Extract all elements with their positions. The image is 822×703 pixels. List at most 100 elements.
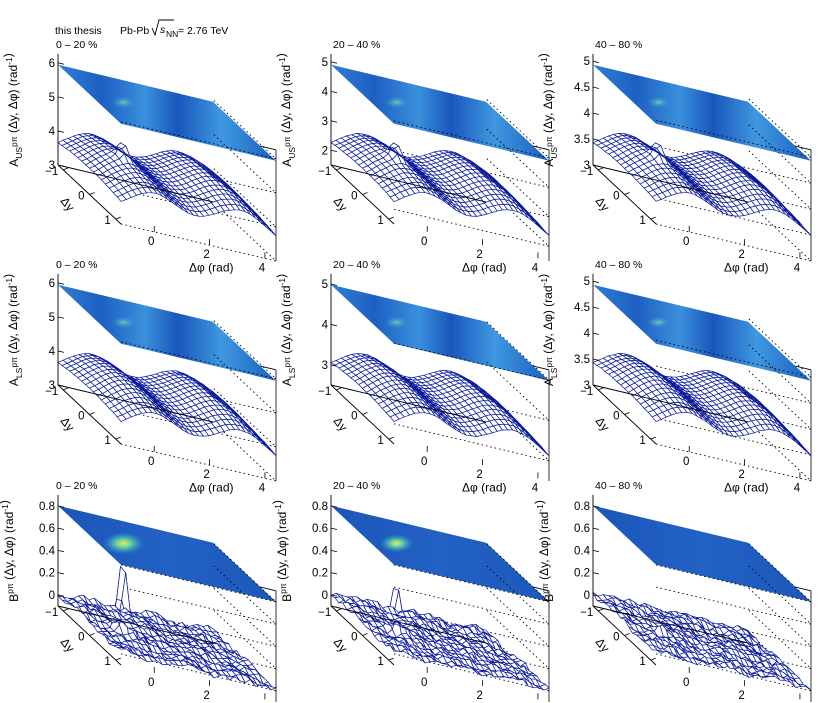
header-energy-value: = 2.76 TeV — [178, 25, 228, 37]
z-tick-mark-4 — [592, 280, 600, 283]
surface-mesh — [592, 353, 812, 457]
z-axis-title: Bpπ (Δy, Δφ) (rad-1) — [532, 500, 556, 602]
x-tick-label-0: 0 — [148, 236, 154, 248]
panel-title: 20 – 40 % — [333, 259, 380, 271]
z-tick-label-0: 3 — [584, 160, 590, 172]
x-tick-label-1: 2 — [203, 469, 209, 481]
y-tick-label-0: −1 — [45, 166, 58, 178]
z-tick-mark-0 — [57, 164, 65, 167]
x-tick-label-1: 2 — [476, 249, 482, 261]
zgrid-2 — [393, 320, 551, 381]
y-axis-title: Δy — [593, 194, 613, 214]
y-tick-label-2: 1 — [377, 215, 383, 227]
z-tick-mark-1 — [57, 130, 65, 133]
zgrid-2 — [393, 128, 551, 189]
y-tick-label-0: −1 — [45, 386, 58, 398]
mesh-cell — [801, 686, 812, 691]
z-tick-label-0: 0 — [49, 590, 55, 602]
y-tick-mark-2 — [650, 436, 656, 440]
z-tick-mark-2 — [592, 112, 600, 115]
y-tick-label-0: −1 — [318, 166, 331, 178]
zgrid-4 — [655, 97, 813, 159]
x-tick-label-1: 2 — [203, 249, 209, 261]
projection-map — [58, 505, 276, 602]
z-tick-label-0: 3 — [49, 380, 55, 392]
z-tick-mark-1 — [330, 324, 338, 327]
zgrid-1 — [120, 167, 278, 228]
z-tick-mark-4 — [592, 60, 600, 63]
z-tick-label-3: 4.5 — [574, 82, 590, 94]
z-axis-title-part: ) — [274, 274, 288, 278]
x-axis-title: Δφ (rad) — [462, 480, 506, 494]
y-axis-title: Δy — [331, 414, 351, 434]
panel-title: 0 – 20 % — [56, 259, 97, 271]
z-tick-label-2: 0.4 — [39, 545, 56, 557]
z-tick-mark-0 — [330, 364, 338, 367]
y-tick-label-2: 1 — [377, 656, 383, 668]
y-tick-mark-0 — [598, 387, 604, 391]
mesh-cell — [480, 171, 491, 180]
x-axis — [57, 164, 214, 203]
z-tick-label-3: 0.6 — [39, 523, 55, 535]
y-tick-label-0: −1 — [580, 166, 593, 178]
z-axis-title-part: pπ — [282, 136, 292, 147]
projection-peak — [646, 96, 671, 109]
y-axis-title: Δy — [58, 194, 78, 214]
y-tick-mark-0 — [63, 167, 69, 171]
z-axis-title-part: ) — [536, 274, 550, 278]
y-tick-label-1: 0 — [613, 632, 619, 644]
z-tick-label-0: 3 — [49, 160, 55, 172]
x-tick-label-2: 4 — [532, 262, 539, 274]
y-tick-label-1: 0 — [351, 411, 357, 423]
z-tick-label-1: 0.2 — [574, 568, 590, 580]
x-tick-label-0: 0 — [421, 677, 427, 689]
z-axis-title-part: pπ — [278, 583, 288, 594]
y-axis-title: Δy — [58, 635, 78, 655]
y-tick-label-1: 0 — [78, 411, 84, 423]
z-axis-title-part: (Δy, Δφ) (rad — [2, 512, 16, 584]
projection-map — [58, 64, 276, 161]
y-axis-title: Δy — [58, 414, 78, 434]
y-axis-title: Δy — [331, 194, 351, 214]
y-tick-mark-0 — [336, 167, 342, 171]
y-tick-label-0: −1 — [45, 607, 58, 619]
zgrid-0 — [655, 201, 813, 262]
y-tick-mark-1 — [624, 633, 630, 636]
z-tick-label-4: 0.8 — [39, 501, 55, 513]
z-axis-title-part: (Δy, Δφ) (rad — [537, 512, 551, 584]
x-tick-label-0: 0 — [148, 456, 154, 468]
z-axis-title-part: (Δy, Δφ) (rad — [275, 512, 289, 584]
z-axis-title-part: pπ — [9, 136, 19, 147]
projection-peak — [111, 96, 136, 109]
panel-title: 40 – 80 % — [595, 39, 642, 51]
surface-mesh — [330, 132, 550, 236]
z-tick-label-1: 0.2 — [39, 568, 55, 580]
zgrid-1 — [120, 387, 278, 448]
z-axis-title-part: -1 — [277, 278, 287, 286]
z-tick-label-0: 0 — [322, 590, 328, 602]
x-axis — [592, 164, 749, 203]
y-tick-mark-2 — [388, 216, 394, 220]
x-tick-label-2: 4 — [259, 262, 266, 274]
y-tick-label-0: −1 — [318, 607, 331, 619]
z-axis-title-part: ) — [536, 53, 550, 57]
zgrid-3 — [120, 99, 278, 160]
z-axis-title-part: pπ — [282, 357, 292, 368]
x-tick-label-0: 0 — [148, 677, 154, 689]
y-tick-label-2: 1 — [104, 435, 110, 447]
zgrid-1 — [393, 361, 551, 422]
z-tick-label-3: 4.5 — [574, 302, 590, 314]
y-tick-mark-1 — [624, 412, 630, 415]
y-tick-mark-0 — [598, 167, 604, 171]
header-energy-sub: NN — [166, 29, 178, 39]
x-tick-label-2: 4 — [794, 482, 801, 494]
x-tick-label-0: 0 — [683, 236, 689, 248]
z-tick-label-0: 0 — [584, 590, 590, 602]
z-axis-title-part: pπ — [5, 583, 15, 594]
y-tick-label-0: −1 — [580, 607, 593, 619]
zgrid-3 — [655, 343, 813, 404]
z-tick-mark-3 — [330, 61, 338, 64]
z-tick-mark-2 — [592, 332, 600, 335]
x-axis — [330, 164, 487, 203]
